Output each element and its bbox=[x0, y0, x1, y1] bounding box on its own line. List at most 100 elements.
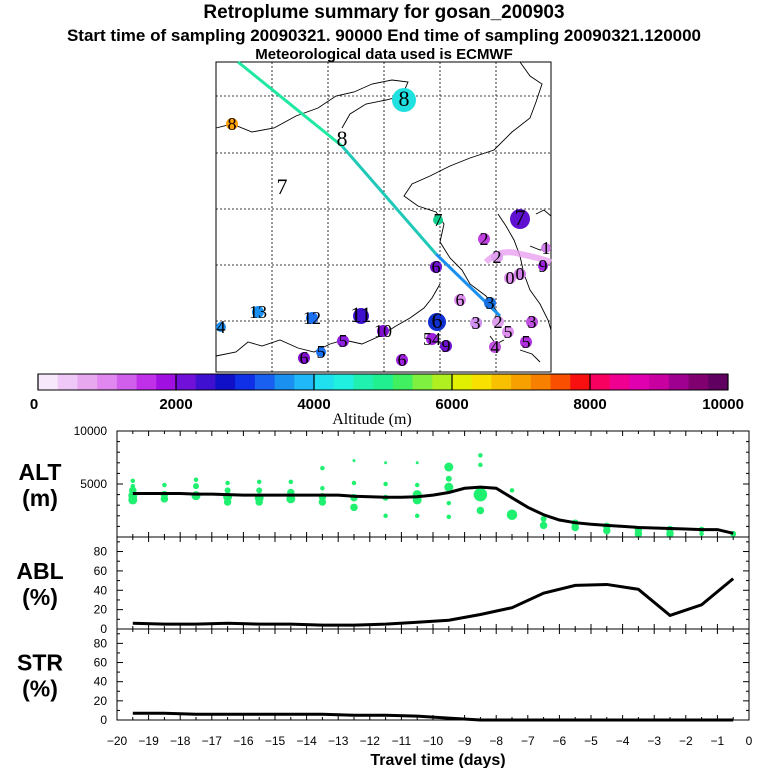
map-marker-dot bbox=[306, 312, 318, 324]
altitude-point bbox=[509, 488, 515, 493]
map-marker-label: 6 bbox=[398, 350, 407, 370]
map-marker-dot bbox=[392, 88, 416, 112]
colorbar-swatch bbox=[116, 374, 138, 390]
altitude-point bbox=[255, 498, 263, 506]
map-marker-dot bbox=[520, 336, 532, 348]
panel-ylabel-bottom: (%) bbox=[22, 584, 58, 610]
altitude-point bbox=[224, 487, 231, 494]
map-marker-label: 11 bbox=[350, 302, 371, 327]
sampling-time-subtitle: Start time of sampling 20090321. 90000 E… bbox=[66, 26, 702, 45]
map-marker: 3 bbox=[470, 313, 482, 333]
colorbar-swatch bbox=[314, 374, 335, 390]
altitude-point bbox=[506, 509, 518, 520]
colorbar-swatch bbox=[97, 374, 118, 390]
x-tick-label: −4 bbox=[616, 734, 630, 748]
altitude-mean-line bbox=[132, 485, 734, 535]
map-marker: 6 bbox=[396, 350, 408, 370]
map-marker: 0 bbox=[504, 268, 516, 288]
altitude-point bbox=[445, 475, 452, 482]
map-marker-dot bbox=[454, 294, 466, 306]
colorbar-tick-label: 4000 bbox=[297, 396, 330, 413]
map-marker-label: 0 bbox=[516, 264, 525, 284]
map-marker-dot bbox=[337, 335, 349, 347]
map-marker: 2 bbox=[492, 312, 504, 332]
colorbar-swatch bbox=[235, 374, 256, 390]
panel-ylabel-bottom: (m) bbox=[22, 485, 58, 511]
map-marker: 3 bbox=[484, 293, 496, 313]
str-line bbox=[132, 711, 734, 722]
altitude-point bbox=[539, 521, 548, 530]
colorbar-swatch bbox=[294, 374, 315, 390]
altitude-point bbox=[352, 459, 356, 463]
altitude-point bbox=[383, 513, 388, 519]
altitude-point bbox=[603, 526, 611, 535]
y-tick-label: 20 bbox=[94, 694, 108, 708]
map-marker-dot bbox=[502, 326, 514, 338]
panel-frame bbox=[116, 430, 750, 538]
colorbar-swatch bbox=[471, 374, 492, 390]
meteorological-data-subtitle: Meteorological data used is ECMWF bbox=[255, 46, 513, 63]
altitude-point bbox=[444, 462, 454, 472]
x-tick-label: −5 bbox=[584, 734, 598, 748]
x-tick-label: −16 bbox=[233, 734, 254, 748]
panel-ylabel-top: ABL bbox=[16, 558, 63, 584]
map-marker-label: 5 bbox=[522, 332, 531, 352]
map-marker-dot bbox=[252, 306, 264, 318]
trajectory-segment bbox=[237, 60, 343, 148]
altitude-point bbox=[225, 480, 230, 486]
altitude-point bbox=[478, 453, 483, 458]
colorbar-tick-label: 0 bbox=[30, 396, 38, 413]
map-marker: 7 bbox=[510, 205, 530, 230]
map-marker-label: 6 bbox=[432, 308, 443, 333]
map-marker-dot bbox=[510, 209, 530, 229]
map-marker: 0 bbox=[514, 264, 526, 284]
altitude-point bbox=[383, 481, 388, 487]
map-marker-label: 6 bbox=[300, 348, 309, 368]
map-marker-dot bbox=[396, 354, 408, 366]
colorbar-swatch bbox=[77, 374, 98, 390]
map-marker: 4 bbox=[489, 337, 501, 357]
map-marker-label: 8 bbox=[399, 86, 410, 111]
x-tick-label: −19 bbox=[138, 734, 159, 748]
colorbar-swatch bbox=[136, 374, 157, 390]
colorbar-tick-label: 2000 bbox=[159, 396, 192, 413]
colorbar-swatch bbox=[38, 374, 59, 390]
map-marker: 5 bbox=[520, 332, 532, 352]
x-axis-title: Travel time (days) bbox=[370, 752, 505, 768]
colorbar-swatch bbox=[452, 374, 473, 390]
altitude-point bbox=[160, 495, 169, 503]
map-marker-label: 3 bbox=[486, 293, 495, 313]
altitude-point bbox=[320, 485, 325, 491]
colorbar-title: Altitude (m) bbox=[332, 411, 412, 428]
map-marker-label: 7 bbox=[277, 174, 288, 199]
map-marker-dot bbox=[478, 233, 490, 245]
map-marker-label: 5 bbox=[317, 342, 326, 362]
map-marker-dot bbox=[430, 261, 442, 273]
map-marker-dot bbox=[491, 251, 503, 263]
map-marker-dot bbox=[226, 118, 238, 130]
map-marker: 13 bbox=[249, 302, 267, 322]
x-tick-label: −14 bbox=[296, 734, 317, 748]
colorbar-swatch bbox=[176, 374, 197, 390]
altitude-point bbox=[666, 530, 674, 538]
colorbar-swatch bbox=[629, 374, 650, 390]
map-marker-dot bbox=[470, 317, 482, 329]
map-marker: 54 bbox=[423, 329, 441, 349]
map-marker-label: 13 bbox=[249, 302, 267, 322]
map-marker-label: 5 bbox=[339, 331, 348, 351]
altitude-point bbox=[256, 479, 262, 485]
y-tick-label: 0 bbox=[100, 622, 107, 636]
panel-ylabel-top: STR bbox=[17, 650, 63, 676]
colorbar-tick-label: 10000 bbox=[702, 396, 744, 413]
x-tick-label: −18 bbox=[170, 734, 191, 748]
map-marker-dot bbox=[514, 268, 526, 280]
y-tick-label: 10000 bbox=[74, 424, 108, 438]
x-tick-label: −10 bbox=[423, 734, 444, 748]
map-marker-label: 6 bbox=[432, 257, 441, 277]
chart-title: Retroplume summary for gosan_200903 bbox=[203, 2, 565, 23]
colorbar-swatch bbox=[57, 374, 78, 390]
altitude-point bbox=[128, 495, 138, 505]
coastline-islands bbox=[489, 209, 552, 363]
map-marker-label: 54 bbox=[423, 329, 441, 349]
